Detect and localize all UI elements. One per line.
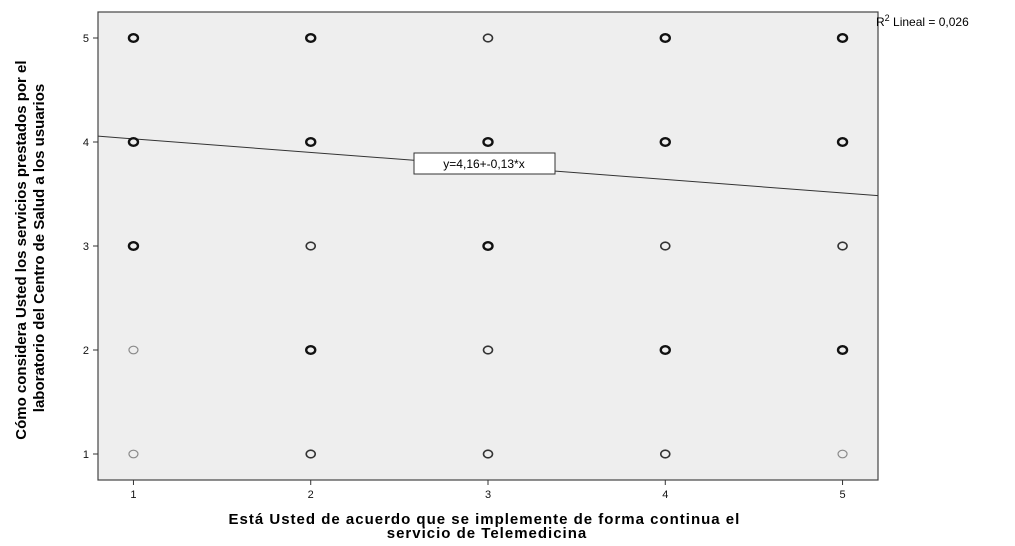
y-tick-label: 2 (83, 345, 89, 357)
data-point (659, 345, 671, 356)
data-point (482, 136, 494, 147)
x-axis-title: Está Usted de acuerdo que se implemente … (229, 511, 746, 542)
y-axis-title-line2: laboratorio del Centro de Salud a los us… (31, 84, 48, 412)
x-tick-label: 3 (485, 489, 491, 501)
data-point (836, 345, 849, 356)
data-point (836, 33, 849, 44)
data-point (659, 449, 671, 459)
data-point (305, 136, 317, 147)
data-point (305, 241, 317, 251)
data-point (482, 345, 494, 355)
y-tick-label: 5 (83, 33, 89, 45)
data-point (128, 345, 139, 355)
data-point (482, 449, 494, 459)
y-tick-label: 3 (83, 241, 89, 253)
fit-equation: y=4,16+-0,13*x (443, 157, 524, 171)
data-point (837, 449, 848, 459)
data-point (127, 240, 140, 251)
fit-equation-box (413, 152, 556, 175)
y-tick-label: 1 (83, 449, 89, 461)
r2-label-superscript: 2 (885, 13, 890, 23)
x-tick-label: 5 (839, 489, 845, 501)
y-axis: 1 2 3 4 5 (83, 33, 98, 461)
x-axis: 1 2 3 4 5 (130, 480, 846, 501)
data-point (837, 241, 848, 251)
y-axis-title-line1: Cómo considera Usted los servicios prest… (13, 60, 30, 439)
data-points (127, 33, 849, 459)
x-axis-title-line2: servicio de Telemedicina (387, 525, 587, 542)
r2-label-value: Lineal = 0,026 (890, 15, 969, 29)
plot-area (97, 11, 879, 481)
data-point (836, 136, 849, 147)
data-point (659, 136, 671, 147)
data-point (482, 240, 494, 251)
data-point (305, 345, 317, 356)
data-point (305, 449, 317, 459)
data-point (128, 449, 139, 459)
x-tick-label: 4 (662, 489, 668, 501)
x-axis-title-line1: Está Usted de acuerdo que se implemente … (229, 511, 741, 528)
r2-label: R2 Lineal = 0,026 (876, 13, 969, 29)
data-point (127, 33, 140, 44)
x-tick-label: 1 (130, 489, 136, 501)
data-point (127, 136, 140, 147)
y-axis-title: Cómo considera Usted los servicios prest… (13, 56, 48, 439)
x-tick-label: 2 (308, 489, 314, 501)
data-point (659, 33, 671, 44)
r2-label-r: R (876, 15, 885, 29)
data-point (482, 33, 494, 43)
data-point (659, 241, 671, 251)
y-tick-label: 4 (83, 137, 89, 149)
data-point (305, 33, 317, 44)
